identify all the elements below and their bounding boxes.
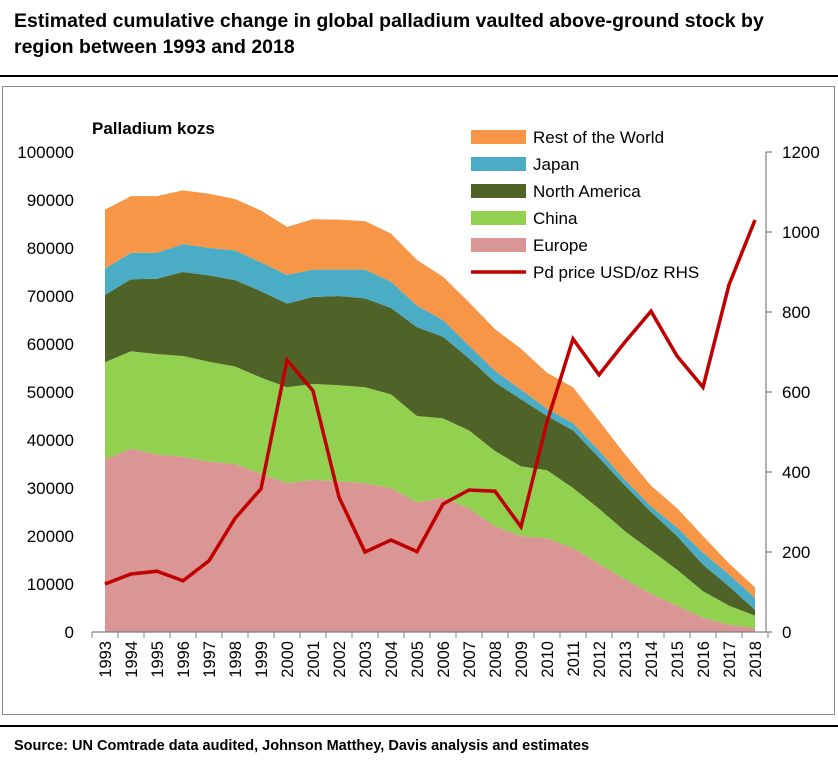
legend-label-north-america: North America <box>533 182 641 201</box>
price-line-layer <box>104 219 757 586</box>
x-tick-label: 1994 <box>123 641 141 678</box>
x-tick-label: 2000 <box>279 641 297 678</box>
legend-label-japan: Japan <box>533 155 579 174</box>
chart-title: Palladium kozs <box>92 119 215 138</box>
title-divider <box>0 75 838 77</box>
x-tick-label: 2005 <box>409 641 427 678</box>
price-line <box>104 219 757 586</box>
x-tick-label: 2018 <box>747 641 765 678</box>
legend-label-rest-of-world: Rest of the World <box>533 128 664 147</box>
x-tick-label: 2015 <box>669 641 687 678</box>
chart-frame <box>2 86 835 715</box>
area-china <box>105 351 755 629</box>
legend-swatch-japan <box>471 157 526 171</box>
y2-tick-label: 400 <box>782 463 810 482</box>
x-tick-label: 2016 <box>695 641 713 678</box>
y-tick-label: 60000 <box>27 335 74 354</box>
y-tick-label: 80000 <box>27 239 74 258</box>
area-rest-of-world <box>105 190 755 598</box>
area-layers <box>105 190 755 632</box>
x-tick-label: 1993 <box>97 641 115 678</box>
y-tick-label: 90000 <box>27 191 74 210</box>
legend-swatch-europe <box>471 238 526 252</box>
x-tick-label: 2002 <box>331 641 349 678</box>
x-tick-label: 1995 <box>149 641 167 678</box>
y2-tick-label: 1200 <box>782 143 820 162</box>
left-axis-labels: 0 10000 20000 30000 40000 50000 60000 70000 8000… <box>17 143 74 642</box>
y-tick-label: 100000 <box>17 143 74 162</box>
x-tick-label: 2008 <box>487 641 505 678</box>
legend-label-price: Pd price USD/oz RHS <box>533 263 699 282</box>
y2-tick-label: 800 <box>782 303 810 322</box>
x-tick-label: 2011 <box>565 641 583 676</box>
y-tick-label: 70000 <box>27 287 74 306</box>
x-tick-label: 1999 <box>253 641 271 678</box>
legend-swatch-rest-of-world <box>471 130 526 144</box>
legend: Rest of the World Japan North America China… <box>471 128 699 282</box>
legend-swatch-north-america <box>471 184 526 198</box>
x-tick-label: 2017 <box>721 641 739 678</box>
x-tick-label: 2013 <box>617 641 635 678</box>
x-tick-label: 2014 <box>643 641 661 678</box>
source-divider <box>0 725 838 727</box>
x-tick-label: 2010 <box>539 641 557 678</box>
x-tick-label: 2006 <box>435 641 453 678</box>
area-japan <box>105 244 755 610</box>
area-europe <box>105 448 755 632</box>
y-tick-label: 40000 <box>27 431 74 450</box>
y-tick-label: 0 <box>65 623 74 642</box>
x-tick-label: 1997 <box>201 641 219 678</box>
y2-tick-label: 200 <box>782 543 810 562</box>
x-tick-label: 2009 <box>513 641 531 678</box>
y2-tick-label: 1000 <box>782 223 820 242</box>
y-tick-label: 30000 <box>27 479 74 498</box>
legend-label-europe: Europe <box>533 236 588 255</box>
y-tick-label: 10000 <box>27 575 74 594</box>
x-tick-label: 2003 <box>357 641 375 678</box>
area-north-america <box>105 272 755 616</box>
legend-label-china: China <box>533 209 578 228</box>
x-tick-label: 2001 <box>305 641 323 678</box>
page-title: Estimated cumulative change in global pa… <box>14 10 764 58</box>
x-tick-label: 2004 <box>383 641 401 678</box>
y-tick-label: 50000 <box>27 383 74 402</box>
y-tick-label: 20000 <box>27 527 74 546</box>
x-tick-label: 2012 <box>591 641 609 678</box>
x-tick-label: 1996 <box>175 641 193 678</box>
x-tick-label: 1998 <box>227 641 245 678</box>
source-note: Source: UN Comtrade data audited, Johnso… <box>14 738 590 754</box>
legend-swatch-china <box>471 211 526 225</box>
y2-tick-label: 600 <box>782 383 810 402</box>
y2-tick-label: 0 <box>782 623 791 642</box>
x-tick-label: 2007 <box>461 641 479 678</box>
right-axis-labels: 0 200 400 600 800 1000 1200 <box>766 143 820 642</box>
x-axis-labels: 1993 1994 1995 1996 1997 1998 1999 2000 2001 2002… <box>91 632 769 678</box>
